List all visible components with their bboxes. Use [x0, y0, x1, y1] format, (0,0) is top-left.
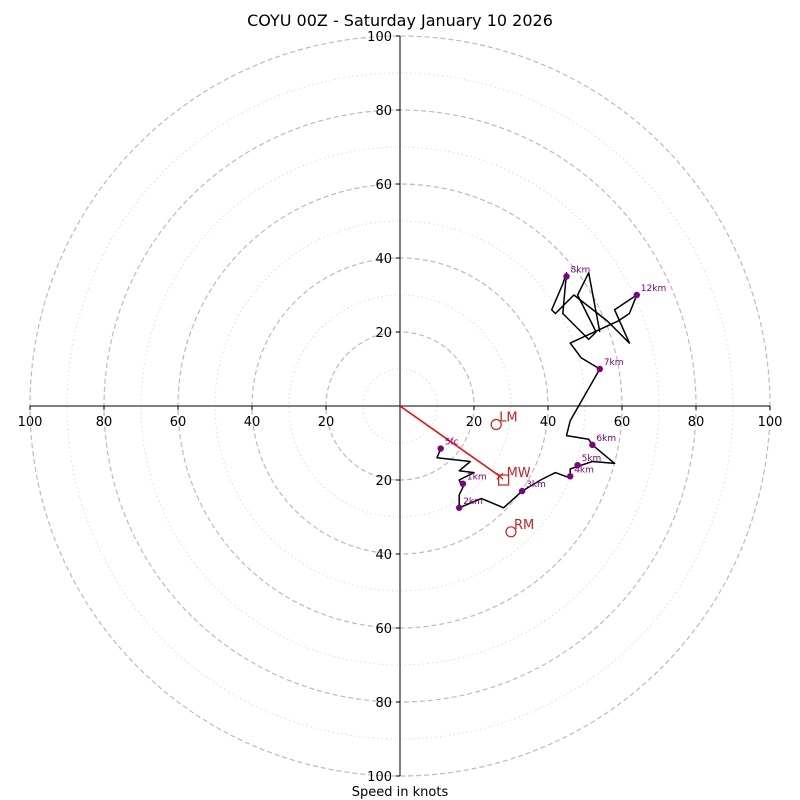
mean-wind-label: MW — [507, 466, 531, 481]
height-point — [633, 291, 640, 299]
y-tick-label: 80 — [375, 104, 392, 119]
y-tick-label: 100 — [367, 770, 392, 785]
height-point-label: 7km — [604, 358, 624, 368]
x-tick-label: 40 — [540, 415, 557, 430]
left-mover-marker — [490, 418, 502, 431]
y-tick-label: 80 — [375, 696, 392, 711]
height-point — [596, 365, 603, 373]
height-point-label: 4km — [574, 465, 594, 475]
height-point-label: 12km — [641, 284, 666, 294]
x-tick-label: 80 — [96, 415, 113, 430]
x-tick-label: 100 — [758, 415, 783, 430]
y-tick-label: 20 — [375, 326, 392, 341]
height-point-label: 3km — [526, 480, 546, 490]
height-point-label: 1km — [467, 473, 487, 483]
x-tick-label: 20 — [466, 415, 483, 430]
height-point — [563, 273, 570, 280]
x-tick-label: 60 — [614, 415, 631, 430]
height-point-label: 5fc — [445, 438, 459, 448]
mean-wind-marker — [498, 474, 510, 486]
y-tick-label: 100 — [367, 30, 392, 45]
x-tick-label: 20 — [318, 415, 335, 430]
x-axis-label: Speed in knots — [352, 785, 449, 800]
height-point — [459, 480, 467, 487]
height-point-label: 6km — [596, 434, 616, 444]
x-tick-label: 100 — [18, 415, 43, 430]
y-tick-label: 60 — [375, 178, 392, 193]
shear-vector-line — [399, 405, 501, 477]
y-tick-label: 40 — [375, 252, 392, 267]
y-tick-label: 40 — [375, 548, 392, 563]
shear-vector-end-marker — [496, 472, 504, 480]
height-point-label: 8km — [571, 266, 591, 276]
y-tick-label: 60 — [375, 622, 392, 637]
axis-ticks: 100 80 60 40 20 20 40 60 80 100 100 80 60 40 20 20 40 60 8… — [18, 30, 783, 785]
height-point — [574, 462, 581, 469]
chart-title: COYU 00Z - Saturday January 10 2026 — [247, 11, 553, 30]
x-tick-label: 80 — [688, 415, 705, 430]
x-tick-label: 60 — [170, 415, 187, 430]
height-point — [456, 504, 463, 511]
height-point — [437, 445, 444, 452]
right-mover-marker — [505, 526, 517, 538]
height-point-label: 5km — [582, 454, 602, 464]
right-mover-label: RM — [514, 518, 534, 533]
x-tick-label: 40 — [244, 415, 261, 430]
height-point — [518, 487, 526, 495]
height-point — [589, 441, 596, 449]
left-mover-label: LM — [499, 411, 517, 426]
y-tick-label: 20 — [375, 474, 392, 489]
height-point-label: 2km — [463, 497, 483, 507]
height-point — [567, 473, 574, 480]
storm-motion-overlay: LM MW RM — [399, 405, 534, 538]
